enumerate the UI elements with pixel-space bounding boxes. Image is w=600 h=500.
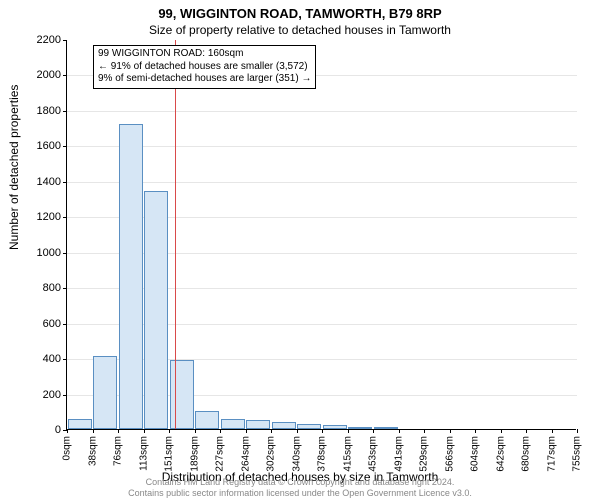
- x-tick-label: 340sqm: [291, 436, 302, 472]
- x-tickmark: [118, 429, 119, 433]
- x-tickmark: [399, 429, 400, 433]
- x-tickmark: [67, 429, 68, 433]
- histogram-bar: [195, 411, 219, 429]
- y-tick-label: 1000: [37, 247, 67, 259]
- x-tick-label: 378sqm: [317, 436, 328, 472]
- x-tick-label: 604sqm: [470, 436, 481, 472]
- x-tickmark: [373, 429, 374, 433]
- x-tickmark: [475, 429, 476, 433]
- x-tickmark: [271, 429, 272, 433]
- x-tickmark: [501, 429, 502, 433]
- attribution-line: Contains public sector information licen…: [128, 488, 472, 498]
- x-tickmark: [526, 429, 527, 433]
- x-tickmark: [348, 429, 349, 433]
- x-tickmark: [322, 429, 323, 433]
- x-tick-label: 717sqm: [546, 436, 557, 472]
- x-tickmark: [195, 429, 196, 433]
- annotation-line: 99 WIGGINTON ROAD: 160sqm: [98, 48, 311, 61]
- x-tick-label: 680sqm: [521, 436, 532, 472]
- property-marker-line: [175, 40, 176, 429]
- x-tickmark: [552, 429, 553, 433]
- x-tick-label: 38sqm: [87, 436, 98, 466]
- x-tick-label: 113sqm: [138, 436, 149, 471]
- y-tick-label: 0: [55, 424, 67, 436]
- histogram-bar: [348, 427, 372, 429]
- x-tick-label: 0sqm: [62, 436, 73, 460]
- y-tick-label: 2200: [37, 34, 67, 46]
- page-title: 99, WIGGINTON ROAD, TAMWORTH, B79 8RP: [0, 0, 600, 21]
- y-tick-label: 1800: [37, 105, 67, 117]
- x-tick-label: 642sqm: [495, 436, 506, 472]
- histogram-bar: [221, 419, 245, 429]
- y-tick-label: 2000: [37, 69, 67, 81]
- annotation-line: 9% of semi-detached houses are larger (3…: [98, 73, 311, 86]
- annotation-line: ← 91% of detached houses are smaller (3,…: [98, 61, 311, 74]
- histogram-bar: [374, 427, 398, 429]
- y-tick-label: 1200: [37, 211, 67, 223]
- x-tick-label: 415sqm: [342, 436, 353, 472]
- gridline: [67, 146, 577, 147]
- attribution-text: Contains HM Land Registry data © Crown c…: [0, 477, 600, 498]
- y-tick-label: 1400: [37, 176, 67, 188]
- histogram-bar: [119, 124, 143, 429]
- gridline: [67, 111, 577, 112]
- histogram-bar: [323, 425, 347, 429]
- x-tickmark: [450, 429, 451, 433]
- x-tick-label: 529sqm: [419, 436, 430, 472]
- y-tick-label: 600: [43, 318, 67, 330]
- histogram-bar: [246, 420, 270, 429]
- x-tickmark: [297, 429, 298, 433]
- histogram-bar: [144, 191, 168, 429]
- gridline: [67, 182, 577, 183]
- page-subtitle: Size of property relative to detached ho…: [0, 21, 600, 39]
- y-tick-label: 1600: [37, 140, 67, 152]
- annotation-box: 99 WIGGINTON ROAD: 160sqm← 91% of detach…: [93, 45, 316, 89]
- histogram-bar: [68, 419, 92, 429]
- x-tickmark: [220, 429, 221, 433]
- x-tickmark: [246, 429, 247, 433]
- x-tick-label: 227sqm: [215, 436, 226, 472]
- x-tickmark: [577, 429, 578, 433]
- y-tick-label: 400: [43, 353, 67, 365]
- y-tick-label: 800: [43, 282, 67, 294]
- histogram-bar: [272, 422, 296, 429]
- x-tickmark: [93, 429, 94, 433]
- x-tick-label: 491sqm: [393, 436, 404, 472]
- chart-container: 99, WIGGINTON ROAD, TAMWORTH, B79 8RP Si…: [0, 0, 600, 500]
- x-tick-label: 453sqm: [368, 436, 379, 472]
- x-tick-label: 189sqm: [189, 436, 200, 472]
- x-tick-label: 264sqm: [240, 436, 251, 472]
- x-tickmark: [144, 429, 145, 433]
- attribution-line: Contains HM Land Registry data © Crown c…: [146, 477, 455, 487]
- x-tickmark: [169, 429, 170, 433]
- histogram-bar: [93, 356, 117, 429]
- x-tick-label: 76sqm: [113, 436, 124, 466]
- y-tick-label: 200: [43, 389, 67, 401]
- plot-region: 0200400600800100012001400160018002000220…: [66, 40, 576, 430]
- x-tickmark: [424, 429, 425, 433]
- x-tick-label: 302sqm: [266, 436, 277, 472]
- y-axis-label: Number of detached properties: [7, 85, 21, 250]
- x-tick-label: 755sqm: [572, 436, 583, 472]
- histogram-bar: [297, 424, 321, 429]
- x-tick-label: 151sqm: [164, 436, 175, 472]
- histogram-bar: [170, 360, 194, 429]
- chart-area: 0200400600800100012001400160018002000220…: [66, 40, 576, 430]
- x-tick-label: 566sqm: [444, 436, 455, 472]
